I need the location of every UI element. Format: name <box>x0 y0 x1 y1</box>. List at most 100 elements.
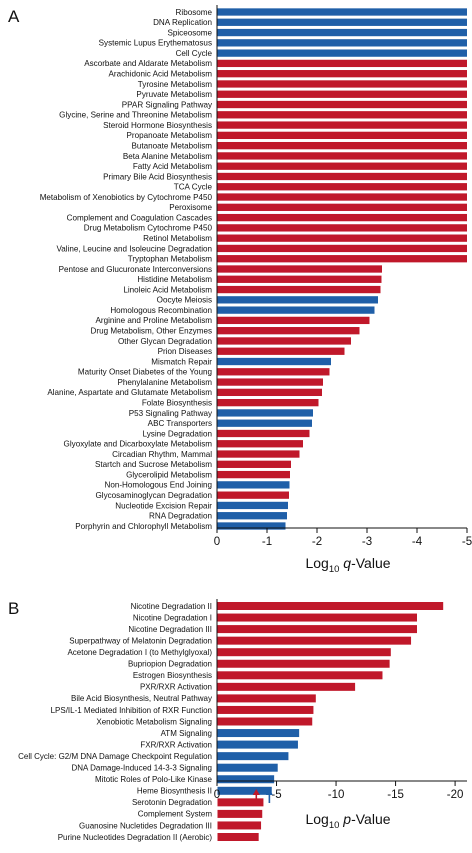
category-label-a-2: Spiceosome <box>167 28 212 37</box>
category-label-a-14: Beta Alanine Metabolism <box>123 152 212 161</box>
bar-a-22 <box>217 234 467 242</box>
bar-a-29 <box>217 306 375 314</box>
bar-a-23 <box>217 244 467 253</box>
bar-a-13 <box>217 141 467 150</box>
x-tick-label-a-1: -1 <box>262 536 272 548</box>
category-label-b-2: Nicotine Degradation III <box>128 625 212 634</box>
category-label-a-28: Oocyte Meiosis <box>157 296 212 305</box>
category-label-a-4: Cell Cycle <box>176 49 213 58</box>
bar-a-41 <box>217 429 310 438</box>
x-tick-label-a-2: -2 <box>312 536 322 548</box>
category-label-a-5: Ascorbate and Aldarate Metabolism <box>84 59 212 68</box>
category-label-a-46: Non-Homologous End Joining <box>104 481 212 490</box>
category-label-b-1: Nicotine Degradation I <box>133 613 212 622</box>
category-label-a-22: Retinol Metabolism <box>143 234 212 243</box>
category-label-a-10: Glycine, Serine and Threonine Metabolism <box>59 111 212 120</box>
category-label-a-1: DNA Replication <box>153 18 212 27</box>
bar-a-50 <box>217 522 286 530</box>
bar-a-14 <box>217 152 467 160</box>
bar-a-8 <box>217 90 467 98</box>
category-label-a-11: Steroid Hormone Biosynthesis <box>103 121 212 130</box>
category-label-b-4: Acetone Degradation I (to Methylglyoxal) <box>67 648 212 657</box>
bar-a-27 <box>217 285 381 294</box>
category-label-a-7: Tyrosine Metabolism <box>138 80 212 89</box>
category-label-b-9: LPS/IL-1 Mediated Inhibition of RXR Func… <box>51 706 212 715</box>
category-label-b-8: Bile Acid Biosynthesis, Neutral Pathway <box>71 694 212 703</box>
x-tick-label-a-4: -4 <box>412 536 423 548</box>
category-label-a-44: Startch and Sucrose Metabolism <box>95 460 212 469</box>
category-label-a-19: Peroxisome <box>169 203 212 212</box>
bar-a-24 <box>217 255 467 263</box>
threshold-arrow-head-1 <box>265 789 273 795</box>
category-label-a-18: Metabolism of Xenobiotics by Cytochrome … <box>40 193 213 202</box>
bar-b-12 <box>217 740 298 749</box>
category-label-a-37: Alanine, Aspartate and Glutamate Metabol… <box>47 388 212 397</box>
category-label-a-3: Systemic Lupus Erythematosus <box>99 39 212 48</box>
category-label-b-6: Estrogen Biosynthesis <box>133 671 212 680</box>
x-axis-label-a: Log10 q-Value <box>305 555 390 575</box>
category-label-a-24: Tryptophan Metabolism <box>128 255 213 264</box>
category-label-b-13: Cell Cycle: G2/M DNA Damage Checkpoint R… <box>18 752 212 761</box>
category-label-b-14: DNA Damage-Induced 14-3-3 Signaling <box>71 764 212 773</box>
bar-a-30 <box>217 316 370 325</box>
x-axis-label-log: Log <box>305 555 328 571</box>
panel-b: B Nicotine Degradation II Nicotine Degrada… <box>8 599 467 842</box>
category-label-a-25: Pentose and Glucuronate Interconversions <box>59 265 212 274</box>
bar-a-20 <box>217 213 467 222</box>
threshold-arrow-head-0 <box>252 789 260 795</box>
bar-b-7 <box>217 682 356 691</box>
bar-a-39 <box>217 409 313 417</box>
bar-a-9 <box>217 100 467 109</box>
category-label-a-9: PPAR Signaling Pathway <box>122 100 213 109</box>
bar-a-35 <box>217 368 330 376</box>
bar-b-10 <box>217 717 313 726</box>
category-label-a-23: Valine, Leucine and Isoleucine Degradati… <box>56 244 212 253</box>
bar-a-17 <box>217 183 467 191</box>
bar-a-33 <box>217 347 345 355</box>
x-tick-label-b-0: 0 <box>214 789 220 801</box>
category-label-a-15: Fatty Acid Metabolism <box>133 162 212 171</box>
bar-a-36 <box>217 378 323 386</box>
category-label-b-16: Heme Biosynthesis II <box>137 787 212 796</box>
bar-a-3 <box>217 39 467 47</box>
bar-b-20 <box>217 833 259 841</box>
category-label-a-35: Maturity Onset Diabetes of the Young <box>78 368 212 377</box>
category-label-b-10: Xenobiotic Metabolism Signaling <box>96 717 212 726</box>
bar-a-49 <box>217 512 287 520</box>
category-label-a-47: Glycosaminoglycan Degradation <box>95 491 212 500</box>
category-label-a-16: Primary Bile Acid Biosynthesis <box>103 172 212 181</box>
x-tick-label-b-2: -10 <box>328 789 345 801</box>
bar-a-0 <box>217 8 467 16</box>
bar-a-19 <box>217 203 467 211</box>
bar-a-34 <box>217 357 331 366</box>
category-label-b-5: Bupriopion Degradation <box>128 660 212 669</box>
bar-b-0 <box>217 602 444 610</box>
x-tick-label-b-3: -15 <box>387 789 404 801</box>
category-label-a-32: Other Glycan Degradation <box>118 337 212 346</box>
bar-b-3 <box>217 636 412 645</box>
category-label-a-33: Prion Diseases <box>158 347 212 356</box>
bar-b-15 <box>217 775 275 784</box>
bar-b-13 <box>217 752 289 761</box>
bar-b-6 <box>217 671 383 680</box>
category-label-a-8: Pyruvate Metabolism <box>136 90 212 99</box>
bar-a-1 <box>217 18 467 26</box>
x-axis-label-log: Log <box>305 811 328 827</box>
category-label-a-27: Linoleic Acid Metabolism <box>123 285 212 294</box>
category-label-b-19: Guanosine Nucletides Degradation III <box>79 821 212 830</box>
x-axis-label-b: Log10 p-Value <box>305 811 390 831</box>
category-label-a-50: Porphyrin and Chlorophyll Metabolism <box>75 522 212 531</box>
category-label-b-11: ATM Signaling <box>161 729 212 738</box>
bar-b-17 <box>217 798 264 807</box>
x-axis-label-subscript: 10 <box>329 564 340 575</box>
category-label-b-20: Purine Nucleotides Degradation II (Aerob… <box>58 833 213 842</box>
category-label-a-12: Propanoate Metabolism <box>127 131 213 140</box>
category-label-a-41: Lysine Degradation <box>143 429 212 438</box>
bar-b-8 <box>217 694 316 703</box>
category-label-a-29: Homologous Recombination <box>110 306 212 315</box>
bar-a-40 <box>217 419 312 427</box>
x-tick-label-a-5: -5 <box>462 536 472 548</box>
bar-a-28 <box>217 296 378 304</box>
bar-a-42 <box>217 440 303 448</box>
